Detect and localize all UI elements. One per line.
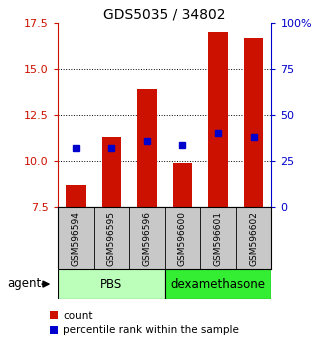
Bar	[208, 32, 228, 207]
Text: GSM596600: GSM596600	[178, 211, 187, 267]
Text: GSM596601: GSM596601	[213, 211, 222, 267]
Bar	[173, 163, 192, 207]
Title: GDS5035 / 34802: GDS5035 / 34802	[103, 8, 226, 22]
Text: dexamethasone: dexamethasone	[170, 278, 265, 291]
Bar	[102, 137, 121, 207]
Text: agent: agent	[7, 277, 41, 290]
Bar	[58, 269, 165, 299]
Legend: count, percentile rank within the sample: count, percentile rank within the sample	[47, 308, 242, 338]
Text: GSM596602: GSM596602	[249, 211, 258, 266]
Bar	[165, 269, 271, 299]
Bar	[244, 38, 263, 207]
Text: GSM596595: GSM596595	[107, 211, 116, 267]
Bar	[66, 185, 85, 207]
Text: GSM596594: GSM596594	[71, 211, 80, 266]
Text: PBS: PBS	[100, 278, 122, 291]
Text: GSM596596: GSM596596	[142, 211, 151, 267]
Bar	[137, 89, 157, 207]
